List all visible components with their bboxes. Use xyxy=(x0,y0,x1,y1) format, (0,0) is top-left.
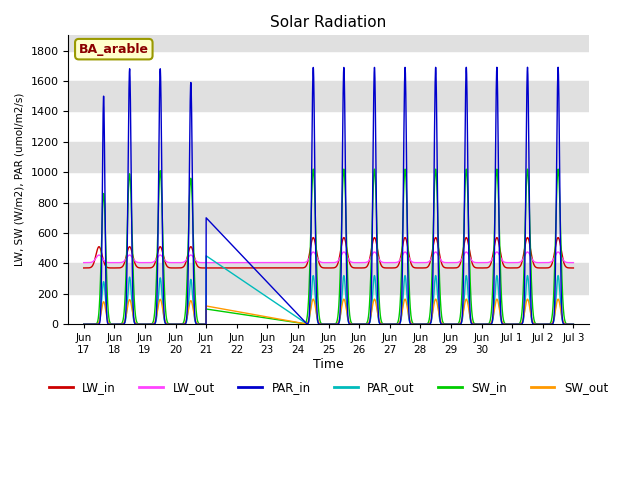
PAR_in xyxy=(570,321,577,327)
PAR_in xyxy=(442,321,449,327)
LW_out xyxy=(463,250,471,255)
LW_out xyxy=(570,260,577,265)
SW_in xyxy=(554,166,562,172)
LW_out xyxy=(164,260,172,265)
PAR_out xyxy=(442,321,449,327)
SW_in xyxy=(80,321,88,327)
PAR_out xyxy=(164,321,172,327)
SW_in xyxy=(397,296,404,301)
Line: SW_in: SW_in xyxy=(84,169,573,324)
Bar xyxy=(68,81,589,111)
PAR_out xyxy=(570,321,577,327)
Bar xyxy=(68,203,589,233)
Title: Solar Radiation: Solar Radiation xyxy=(271,15,387,30)
LW_in xyxy=(442,265,449,271)
SW_in xyxy=(463,176,471,181)
SW_out xyxy=(406,319,414,324)
PAR_in xyxy=(463,102,471,108)
X-axis label: Time: Time xyxy=(313,358,344,371)
Y-axis label: LW, SW (W/m2), PAR (umol/m2/s): LW, SW (W/m2), PAR (umol/m2/s) xyxy=(15,93,25,266)
SW_in xyxy=(442,321,449,327)
PAR_out xyxy=(397,319,404,324)
LW_in xyxy=(456,262,464,267)
PAR_in xyxy=(397,319,404,324)
Line: PAR_in: PAR_in xyxy=(84,67,573,324)
LW_in xyxy=(554,235,562,240)
PAR_in xyxy=(456,321,464,327)
LW_in xyxy=(213,265,221,271)
PAR_in xyxy=(164,321,172,327)
SW_out xyxy=(456,321,464,326)
PAR_in xyxy=(80,321,88,327)
Line: LW_out: LW_out xyxy=(84,252,573,263)
Line: PAR_out: PAR_out xyxy=(84,256,573,324)
SW_in xyxy=(456,316,464,322)
LW_out xyxy=(456,258,464,264)
SW_out xyxy=(442,321,449,327)
PAR_out xyxy=(202,253,210,259)
LW_in xyxy=(406,258,414,264)
SW_out xyxy=(397,317,404,323)
LW_in xyxy=(80,265,88,271)
LW_out xyxy=(212,260,220,265)
LW_in xyxy=(397,255,404,261)
SW_out xyxy=(164,321,172,327)
SW_out xyxy=(570,321,577,327)
SW_out xyxy=(463,298,471,303)
PAR_in xyxy=(554,64,562,70)
Text: BA_arable: BA_arable xyxy=(79,43,149,56)
LW_out xyxy=(406,257,414,263)
PAR_out xyxy=(463,279,471,285)
PAR_in xyxy=(406,321,414,326)
LW_in xyxy=(570,265,577,271)
SW_in xyxy=(164,320,172,326)
Bar xyxy=(68,20,589,50)
Legend: LW_in, LW_out, PAR_in, PAR_out, SW_in, SW_out: LW_in, LW_out, PAR_in, PAR_out, SW_in, S… xyxy=(44,377,613,399)
LW_out xyxy=(442,260,449,265)
Bar xyxy=(68,142,589,172)
PAR_out xyxy=(406,321,414,326)
SW_out xyxy=(80,321,88,327)
LW_out xyxy=(80,260,88,265)
LW_out xyxy=(554,249,562,255)
SW_out xyxy=(554,296,562,302)
Line: LW_in: LW_in xyxy=(84,238,573,268)
LW_out xyxy=(397,256,404,262)
PAR_out xyxy=(456,321,464,327)
PAR_out xyxy=(80,321,88,327)
SW_in xyxy=(406,305,414,311)
Bar xyxy=(68,264,589,294)
Line: SW_out: SW_out xyxy=(84,299,573,324)
LW_in xyxy=(164,264,172,270)
SW_in xyxy=(570,321,577,327)
LW_in xyxy=(463,236,471,242)
